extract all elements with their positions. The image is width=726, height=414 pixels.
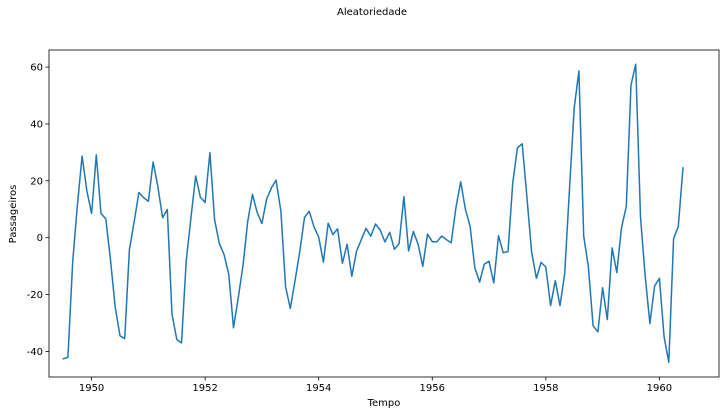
x-axis-label: Tempo	[367, 398, 401, 409]
x-tick-label: 1956	[420, 383, 445, 394]
y-tick-label: 60	[30, 63, 43, 74]
x-tick-label: 1952	[192, 383, 217, 394]
y-tick-label: 20	[30, 176, 43, 187]
series-line	[62, 63, 684, 363]
y-tick-label: 0	[37, 233, 43, 244]
x-axis-ticks: 1950 1952 1954 1956 1958 1960	[79, 377, 672, 394]
x-tick-label: 1960	[647, 383, 672, 394]
y-axis-ticks: -40 -20 0 20 40 60	[27, 63, 49, 358]
x-tick-label: 1954	[306, 383, 331, 394]
x-tick-label: 1950	[79, 383, 104, 394]
plot-frame	[48, 49, 720, 378]
x-tick-label: 1958	[533, 383, 558, 394]
chart-title: Aleatoriedade	[337, 7, 407, 18]
y-tick-label: 40	[30, 119, 43, 130]
y-tick-label: -20	[27, 290, 43, 301]
y-tick-label: -40	[27, 347, 43, 358]
plot-area	[48, 49, 720, 378]
y-axis-label: Passageiros	[8, 185, 19, 244]
